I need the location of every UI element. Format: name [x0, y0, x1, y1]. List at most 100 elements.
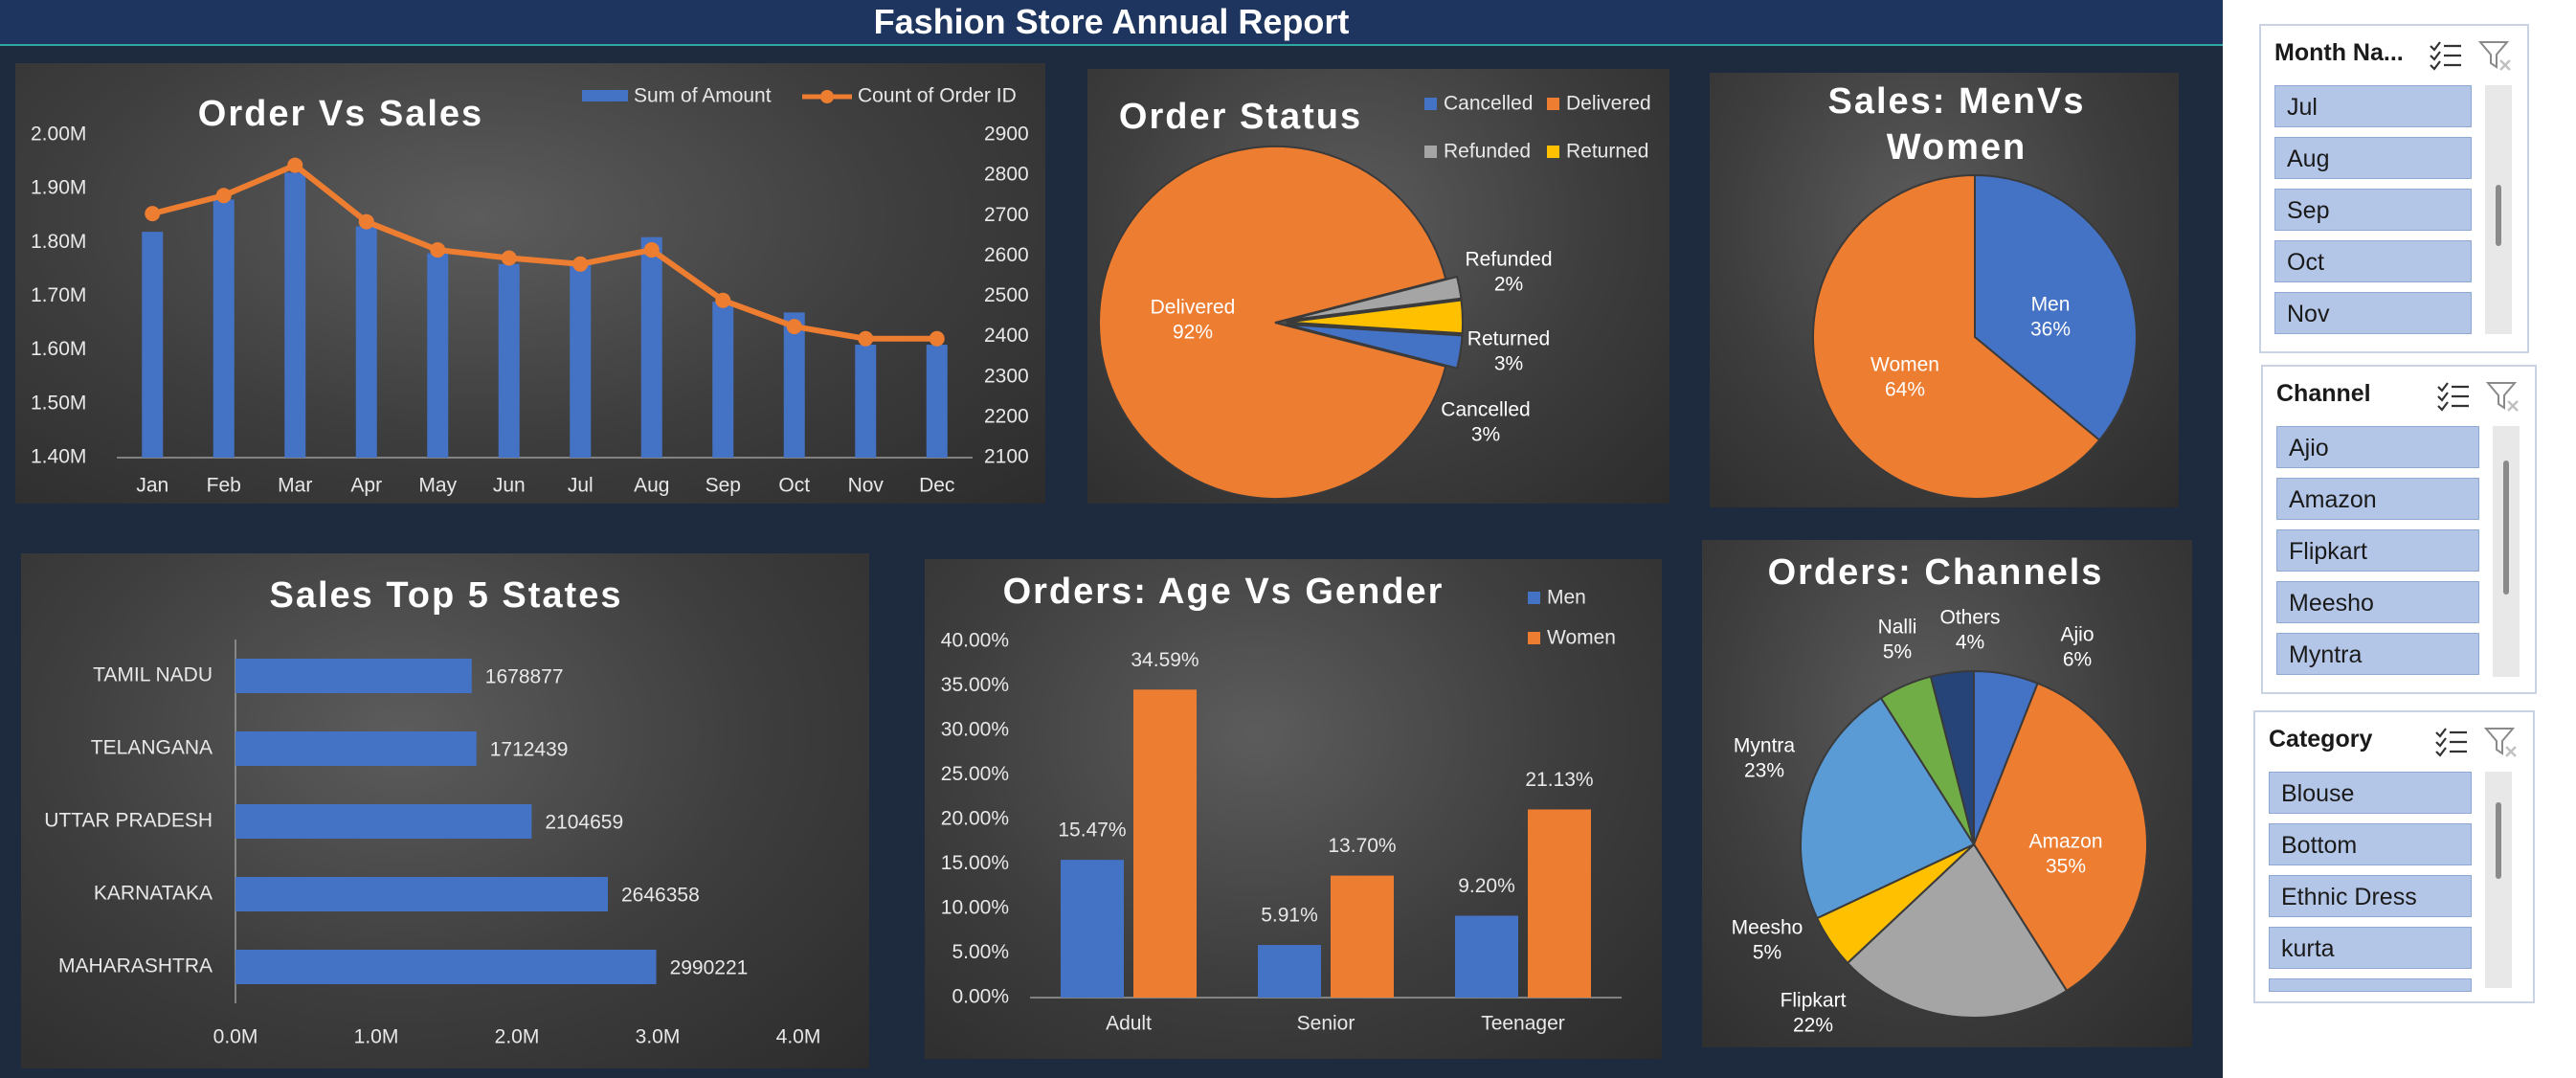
data-label-name: Nalli: [1878, 617, 1917, 639]
y-right-tick-label: 2800: [984, 164, 1029, 186]
category-scrollbar[interactable]: [2485, 772, 2512, 988]
y-tick-label: 20.00%: [941, 808, 1009, 830]
month-slicer-header: Month Na...: [2274, 37, 2514, 76]
chart-title: Orders: Age Vs Gender: [1003, 572, 1445, 612]
legend-swatch: [1528, 592, 1540, 604]
slicer-item-channel[interactable]: Myntra: [2276, 633, 2479, 675]
bar-men: [1455, 915, 1518, 998]
bar-state: [235, 950, 657, 984]
slicer-item-month[interactable]: Oct: [2274, 240, 2472, 282]
data-label: 1678877: [485, 666, 564, 688]
order-vs-sales-chart: Order Vs Sales 1.40M 1.50M 1.60M 1.70M 1.80M 1…: [15, 63, 1045, 504]
pie-slice-others: [1929, 669, 1975, 845]
x-tick-label: Senior: [1297, 1013, 1355, 1035]
data-label: 2646358: [621, 885, 700, 907]
data-label-pct: 22%: [1793, 1015, 1833, 1037]
chart-title: Order Status: [1119, 97, 1362, 137]
multi-select-icon[interactable]: [2435, 380, 2472, 413]
slicer-item-month[interactable]: Jul: [2274, 85, 2472, 127]
slicer-item-category[interactable]: Blouse: [2269, 772, 2472, 814]
channel-scrollbar[interactable]: [2493, 426, 2520, 677]
slicer-item-partial[interactable]: [2269, 978, 2472, 992]
data-label: 9.20%: [1458, 875, 1515, 897]
data-label-name: Men: [2031, 294, 2071, 316]
x-tick-label: Nov: [848, 475, 885, 497]
sales-men-women-chart: Sales: MenVs Women Men 36% Women 64%: [1710, 73, 2179, 507]
slicer-item-channel[interactable]: Amazon: [2276, 478, 2479, 520]
data-label-name: Meesho: [1732, 917, 1803, 939]
month-slicer: Month Na... Jul Aug Sep Oct Nov: [2259, 24, 2529, 353]
data-label-pct: 35%: [2046, 856, 2086, 878]
slicer-item-channel[interactable]: Flipkart: [2276, 529, 2479, 572]
line-point: [358, 213, 374, 230]
bar-sum-of-amount: [427, 253, 449, 458]
slicer-item-category[interactable]: Bottom: [2269, 823, 2472, 865]
x-tick-label: 0.0M: [213, 1026, 258, 1048]
x-tick-label: Jun: [493, 475, 526, 497]
data-label-name: Flipkart: [1781, 990, 1847, 1012]
category-label: MAHARASHTRA: [58, 955, 213, 977]
bar-sum-of-amount: [855, 345, 877, 458]
y-right-tick-label: 2200: [984, 405, 1029, 427]
y-left-tick-label: 1.40M: [31, 446, 86, 468]
x-tick-label: Oct: [778, 475, 810, 497]
month-scrollbar[interactable]: [2485, 85, 2512, 334]
legend-label: Count of Order ID: [858, 85, 1017, 107]
legend-marker-orders: [820, 90, 834, 103]
multi-select-icon[interactable]: [2428, 39, 2464, 72]
data-label-name: Cancelled: [1441, 399, 1530, 421]
channel-scroll-thumb[interactable]: [2503, 460, 2509, 595]
y-tick-label: 10.00%: [941, 897, 1009, 919]
slicer-item-channel[interactable]: Meesho: [2276, 581, 2479, 623]
x-tick-label: 3.0M: [636, 1026, 681, 1048]
data-label-pct: 3%: [1471, 424, 1500, 446]
data-label-pct: 23%: [1744, 760, 1784, 782]
data-label: 13.70%: [1328, 835, 1396, 857]
bar-sum-of-amount: [640, 236, 662, 458]
bar-men: [1258, 945, 1321, 998]
slicer-item-month[interactable]: Sep: [2274, 189, 2472, 231]
y-tick-label: 25.00%: [941, 763, 1009, 785]
slicer-item-month[interactable]: Aug: [2274, 137, 2472, 179]
x-tick-label: Apr: [350, 475, 382, 497]
sales-men-women-svg: Sales: MenVs Women Men 36% Women 64%: [1812, 81, 2139, 500]
x-tick-label: May: [418, 475, 457, 497]
clear-filter-icon[interactable]: [2483, 726, 2520, 758]
age-gender-svg: Orders: Age Vs Gender 0.00% 5.00% 10.00% 15.…: [941, 572, 1622, 1035]
data-label-name: Myntra: [1734, 735, 1796, 757]
top-states-chart: Sales Top 5 States TAMIL NADU 1678877 TELAN…: [21, 553, 869, 1068]
category-scroll-thumb[interactable]: [2496, 802, 2501, 879]
data-label-pct: 36%: [2030, 319, 2071, 341]
bar-state: [235, 877, 609, 911]
line-point: [858, 330, 874, 347]
y-tick-label: 30.00%: [941, 719, 1009, 741]
x-tick-label: Dec: [919, 475, 954, 497]
line-point: [643, 242, 660, 258]
legend-swatch-amount: [582, 90, 628, 101]
slicer-item-channel[interactable]: Ajio: [2276, 426, 2479, 468]
legend-label: Sum of Amount: [634, 85, 772, 107]
line-point: [572, 256, 589, 272]
legend-label: Cancelled: [1444, 93, 1533, 115]
legend-label: Returned: [1566, 141, 1648, 163]
slicer-item-month[interactable]: Nov: [2274, 292, 2472, 334]
line-count-of-order-id: [151, 162, 937, 342]
month-scroll-thumb[interactable]: [2496, 185, 2501, 246]
x-tick-label: Feb: [207, 475, 241, 497]
y-right-tick-label: 2100: [984, 446, 1029, 468]
clear-filter-icon[interactable]: [2477, 39, 2514, 72]
slicer-item-category[interactable]: Ethnic Dress: [2269, 875, 2472, 917]
slicer-item-category[interactable]: kurta: [2269, 927, 2472, 969]
order-vs-sales-svg: Order Vs Sales 1.40M 1.50M 1.60M 1.70M 1.80M 1…: [31, 85, 1029, 497]
y-tick-label: 35.00%: [941, 674, 1009, 696]
x-tick-label: Jul: [568, 475, 594, 497]
y-left-tick-label: 1.90M: [31, 177, 86, 199]
chart-title-line1: Sales: MenVs: [1828, 81, 2086, 122]
y-left-tick-label: 1.70M: [31, 284, 86, 306]
y-right-tick-label: 2500: [984, 284, 1029, 306]
multi-select-icon[interactable]: [2433, 726, 2470, 758]
chart-title-line2: Women: [1887, 127, 2027, 168]
clear-filter-icon[interactable]: [2485, 380, 2521, 413]
bar-sum-of-amount: [142, 232, 164, 458]
data-label: 21.13%: [1525, 769, 1593, 791]
